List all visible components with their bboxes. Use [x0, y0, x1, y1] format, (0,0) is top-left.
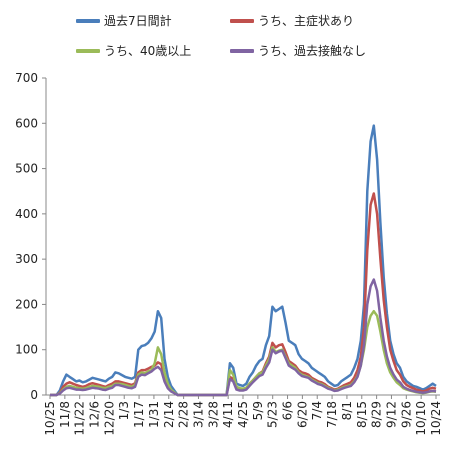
- x-tick-label: 11/22: [73, 401, 87, 436]
- x-tick-label: 9/26: [399, 401, 413, 428]
- legend-label-age40: うち、40歳以上: [104, 44, 192, 58]
- legend-swatch-symptom: [230, 18, 254, 23]
- series-line-2: [50, 309, 437, 397]
- x-tick-label: 9/12: [384, 401, 398, 428]
- legend-swatch-total: [76, 18, 100, 23]
- x-tick-label: 6/20: [295, 401, 309, 428]
- x-tick-label: 8/29: [370, 401, 384, 428]
- x-tick-label: 1/3: [117, 401, 131, 420]
- x-tick-label: 10/24: [429, 401, 443, 436]
- x-tick-label: 8/15: [355, 401, 369, 428]
- x-tick-label: 7/4: [310, 401, 324, 420]
- x-tick-label: 12/6: [88, 401, 102, 428]
- x-tick-label: 5/23: [266, 401, 280, 428]
- y-tick-label: 500: [15, 162, 38, 176]
- x-tick-label: 2/14: [162, 401, 176, 428]
- x-tick-label: 3/14: [191, 401, 205, 428]
- x-tick-label: 11/8: [58, 401, 72, 428]
- series-line-3: [50, 278, 437, 397]
- legend-item-total: 過去7日間計: [76, 12, 172, 29]
- legend-item-age40: うち、40歳以上: [76, 42, 191, 59]
- x-tick-label: 1/17: [132, 401, 146, 428]
- y-tick-label: 100: [15, 343, 38, 357]
- x-tick-label: 1/31: [147, 401, 161, 428]
- x-tick-label: 6/6: [281, 401, 295, 420]
- y-tick-label: 400: [15, 207, 38, 221]
- x-tick-label: 4/25: [236, 401, 250, 428]
- x-axis: 10/25 11/8 11/22 12/6 12/20 1/3 1/17 1/31 2/14 2/…: [43, 394, 443, 436]
- y-tick-label: 300: [15, 252, 38, 266]
- legend: 過去7日間計 うち、主症状あり うち、40歳以上 うち、過去接触なし: [0, 0, 454, 64]
- y-tick-label: 0: [30, 388, 38, 402]
- x-tick-label: 8/1: [340, 401, 354, 420]
- y-axis: 0 100 200 300 400 500 600 700: [15, 71, 47, 402]
- legend-swatch-age40: [76, 48, 100, 53]
- legend-label-symptom: うち、主症状あり: [258, 14, 355, 28]
- y-tick-label: 700: [15, 71, 38, 85]
- legend-swatch-nocontact: [230, 48, 254, 53]
- series-layer: [50, 124, 437, 397]
- legend-item-nocontact: うち、過去接触なし: [230, 42, 366, 59]
- legend-item-symptom: うち、主症状あり: [230, 12, 354, 29]
- legend-label-total: 過去7日間計: [104, 14, 172, 28]
- x-tick-label: 2/28: [177, 401, 191, 428]
- x-tick-label: 5/9: [251, 401, 265, 420]
- x-tick-label: 12/20: [102, 401, 116, 436]
- y-tick-label: 200: [15, 297, 38, 311]
- x-tick-label: 10/25: [43, 401, 57, 436]
- x-tick-label: 3/28: [206, 401, 220, 428]
- x-tick-label: 4/11: [221, 401, 235, 428]
- legend-label-nocontact: うち、過去接触なし: [258, 44, 367, 58]
- y-tick-label: 600: [15, 116, 38, 130]
- x-tick-label: 7/18: [325, 401, 339, 428]
- series-line-0: [50, 124, 437, 397]
- x-tick-label: 10/10: [414, 401, 428, 436]
